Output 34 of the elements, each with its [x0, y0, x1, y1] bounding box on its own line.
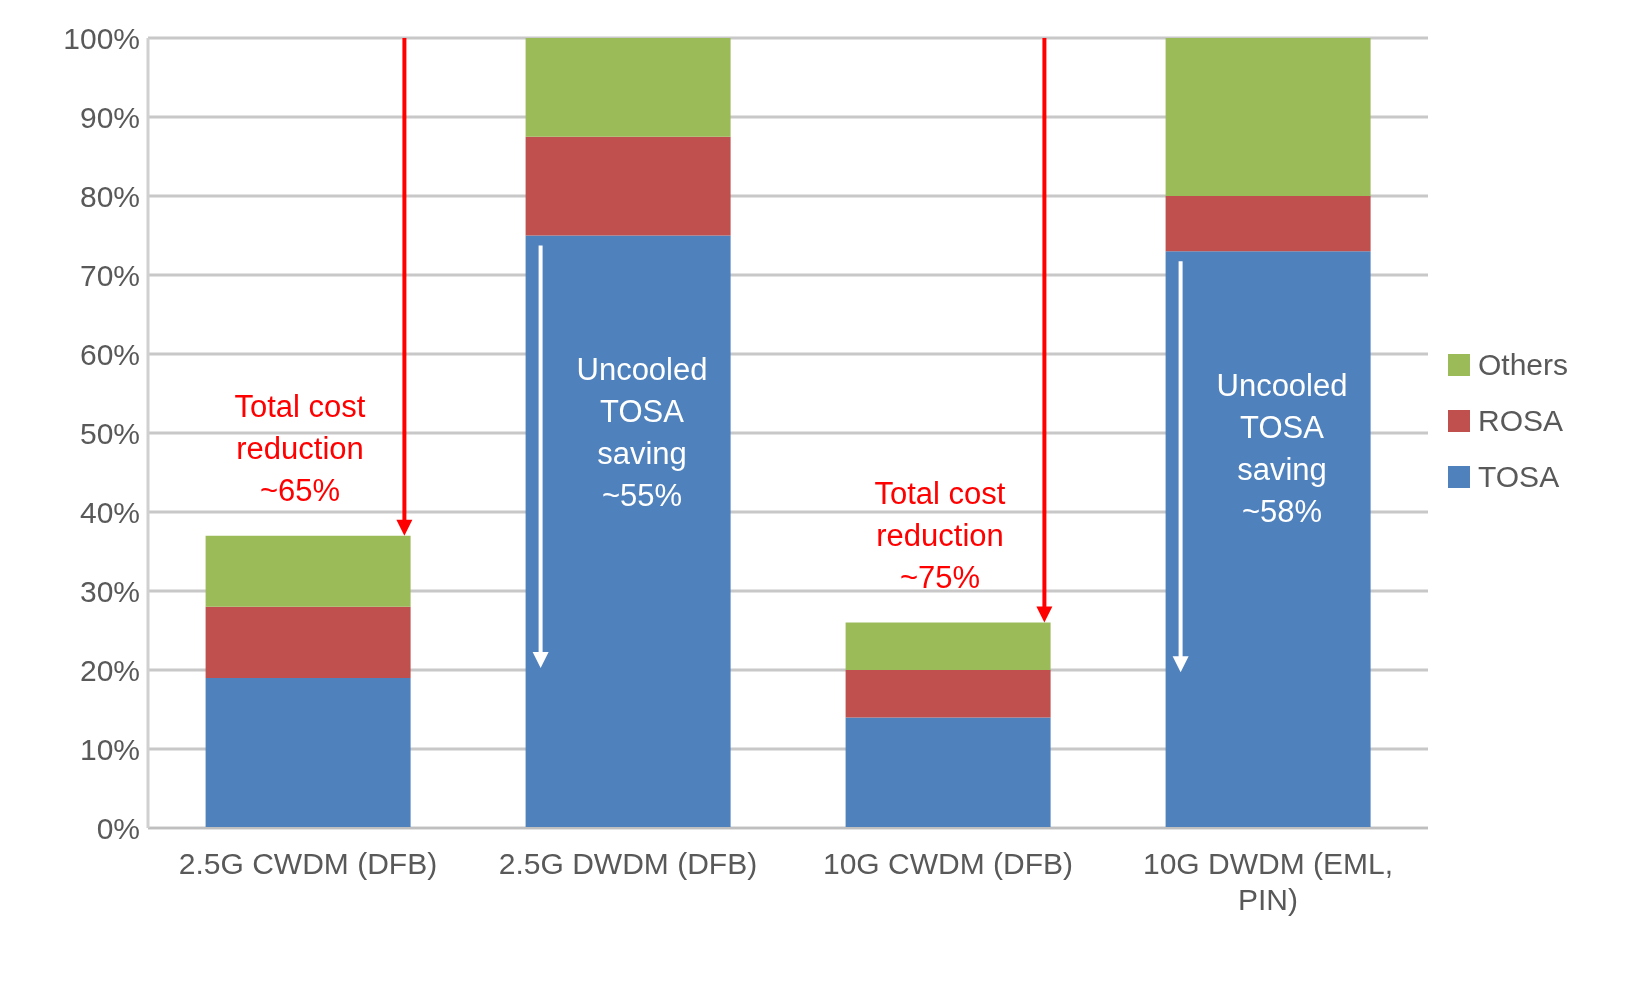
y-tick-label: 80% — [79, 179, 140, 213]
bar — [845, 670, 1051, 718]
bar — [205, 535, 411, 607]
y-tick-label: 50% — [79, 416, 140, 450]
bar — [1165, 251, 1371, 828]
bar — [525, 38, 731, 137]
x-tick-label: 10G DWDM (EML, PIN) — [1142, 847, 1394, 916]
legend-label: Others — [1478, 348, 1569, 382]
y-tick-label: 90% — [79, 100, 140, 134]
bar — [845, 717, 1051, 828]
bar — [525, 136, 731, 236]
y-tick-label: 10% — [79, 732, 140, 766]
x-tick-label: 2.5G DWDM (DFB) — [498, 847, 758, 880]
y-tick-label: 70% — [79, 258, 140, 292]
y-tick-label: 40% — [79, 495, 140, 529]
legend-label: ROSA — [1478, 404, 1564, 438]
annotation: Uncooled TOSA saving ~58% — [1215, 366, 1349, 531]
y-tick-label: 20% — [79, 653, 140, 687]
bar — [845, 622, 1051, 670]
annotation: Total cost reduction ~75% — [873, 474, 1007, 597]
bar — [205, 677, 411, 828]
annotation: Uncooled TOSA saving ~55% — [575, 351, 709, 515]
x-tick-label: 10G CWDM (DFB) — [823, 847, 1073, 880]
legend-label: TOSA — [1478, 460, 1560, 494]
y-tick-label: 30% — [79, 574, 140, 608]
bar — [205, 606, 411, 678]
y-tick-label: 100% — [63, 21, 140, 55]
annotation: Total cost reduction ~65% — [233, 387, 367, 510]
bar — [525, 235, 731, 828]
y-tick-label: 0% — [96, 811, 140, 845]
y-tick-label: 60% — [79, 337, 140, 371]
bar — [1165, 38, 1371, 196]
bar — [1165, 196, 1371, 252]
x-tick-label: 2.5G CWDM (DFB) — [178, 847, 438, 880]
